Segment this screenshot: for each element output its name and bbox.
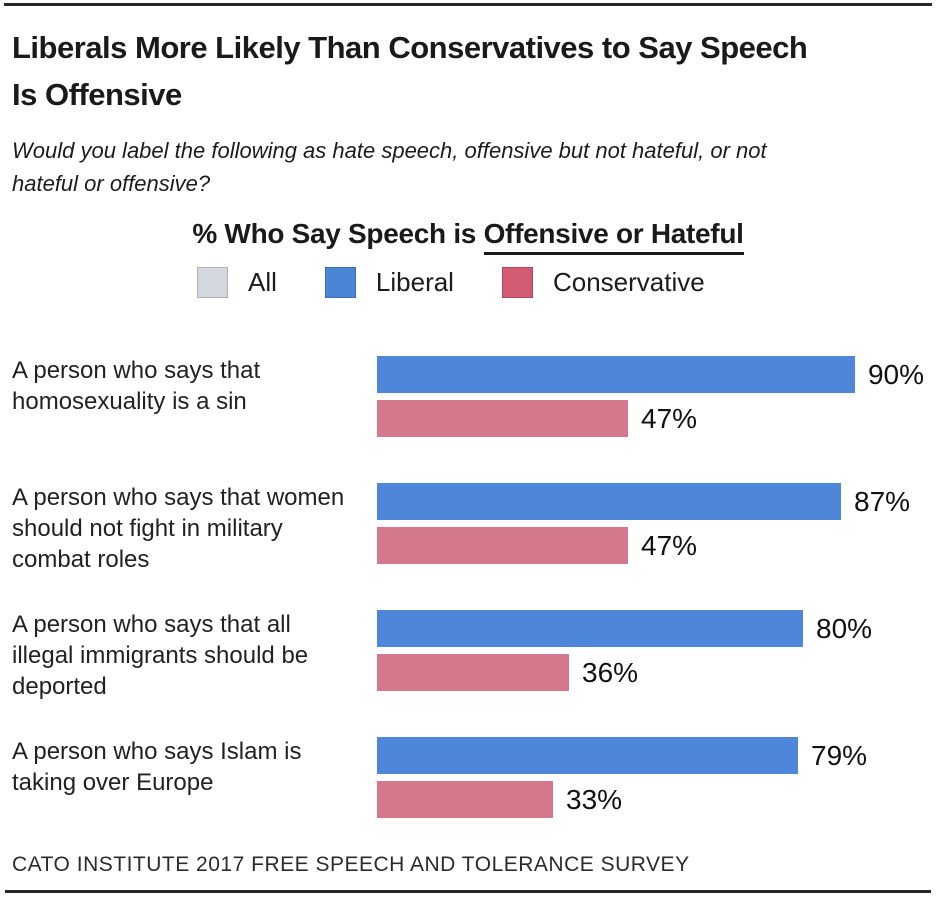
- bar-group: A person who says that all illegal immigr…: [12, 610, 924, 700]
- chart-legend: All Liberal Conservative: [197, 267, 924, 298]
- chart-title-underlined: Offensive or Hateful: [483, 218, 744, 255]
- chart-title-prefix: % Who Say Speech is: [192, 218, 484, 249]
- legend-swatch-liberal: [324, 267, 356, 298]
- bar-line: 90%: [377, 356, 924, 393]
- legend-swatch-all: [197, 267, 228, 298]
- category-label: A person who says that all illegal immigr…: [12, 609, 372, 702]
- bar-area: 79% 33%: [377, 737, 924, 818]
- bar-chart: A person who says that homosexuality is a…: [12, 356, 924, 818]
- bar-line: 47%: [377, 527, 924, 564]
- conservative-bar: [377, 527, 628, 564]
- bar-value-label: 87%: [854, 485, 911, 517]
- survey-question: Would you label the following as hate sp…: [12, 134, 924, 200]
- category-label: A person who says Islam is taking over Eu…: [12, 736, 372, 798]
- legend-item-liberal: Liberal: [324, 267, 454, 298]
- category-label-line: A person who says that all: [12, 611, 291, 638]
- category-label-line: taking over Europe: [12, 769, 214, 796]
- category-label-line: should not fight in military: [12, 515, 283, 542]
- bar-value-label: 79%: [811, 739, 868, 771]
- liberal-bar: [377, 356, 855, 393]
- survey-question-line-1: Would you label the following as hate sp…: [12, 138, 767, 163]
- legend-label: Conservative: [552, 267, 705, 297]
- bar-value-label: 36%: [582, 656, 639, 688]
- page-title: Liberals More Likely Than Conservatives …: [12, 24, 924, 118]
- category-label-line: illegal immigrants should be: [12, 642, 309, 669]
- category-label: A person who says that homosexuality is a…: [12, 355, 372, 417]
- legend-item-all: All: [197, 267, 277, 298]
- liberal-bar: [377, 610, 803, 647]
- bar-area: 80% 36%: [377, 610, 924, 691]
- bar-group: A person who says Islam is taking over Eu…: [12, 737, 924, 818]
- category-label-line: deported: [12, 673, 107, 700]
- bottom-rule: [5, 890, 931, 893]
- bar-line: 36%: [377, 654, 924, 691]
- category-label-line: A person who says that women: [12, 484, 345, 511]
- conservative-bar: [377, 781, 553, 818]
- bar-value-label: 47%: [641, 402, 698, 434]
- bar-group: A person who says that women should not f…: [12, 483, 924, 573]
- top-rule: [4, 3, 932, 6]
- bar-value-label: 90%: [867, 358, 924, 390]
- bar-line: 79%: [377, 737, 924, 774]
- category-label: A person who says that women should not f…: [12, 482, 372, 575]
- conservative-bar: [377, 400, 628, 437]
- bar-line: 80%: [377, 610, 924, 647]
- bar-area: 87% 47%: [377, 483, 924, 564]
- bar-line: 87%: [377, 483, 924, 520]
- survey-question-line-2: hateful or offensive?: [12, 171, 211, 196]
- page-title-line-1: Liberals More Likely Than Conservatives …: [12, 30, 808, 65]
- legend-swatch-conservative: [501, 267, 533, 298]
- bar-value-label: 33%: [566, 783, 623, 815]
- page-title-line-2: Is Offensive: [12, 77, 182, 112]
- legend-item-conservative: Conservative: [501, 267, 705, 298]
- conservative-bar: [377, 654, 569, 691]
- category-label-line: A person who says Islam is: [12, 738, 302, 765]
- bar-line: 47%: [377, 400, 924, 437]
- legend-label: All: [248, 267, 277, 297]
- liberal-bar: [377, 737, 798, 774]
- liberal-bar: [377, 483, 841, 520]
- bar-value-label: 80%: [816, 612, 873, 644]
- bar-group: A person who says that homosexuality is a…: [12, 356, 924, 437]
- source-attribution: CATO INSTITUTE 2017 FREE SPEECH AND TOLE…: [12, 853, 690, 876]
- category-label-line: homosexuality is a sin: [12, 388, 247, 415]
- bar-line: 33%: [377, 781, 924, 818]
- category-label-line: A person who says that: [12, 357, 261, 384]
- legend-label: Liberal: [375, 267, 454, 297]
- chart-title: % Who Say Speech is Offensive or Hateful: [12, 218, 924, 255]
- bar-value-label: 47%: [641, 529, 698, 561]
- bar-area: 90% 47%: [377, 356, 924, 437]
- category-label-line: combat roles: [12, 546, 150, 573]
